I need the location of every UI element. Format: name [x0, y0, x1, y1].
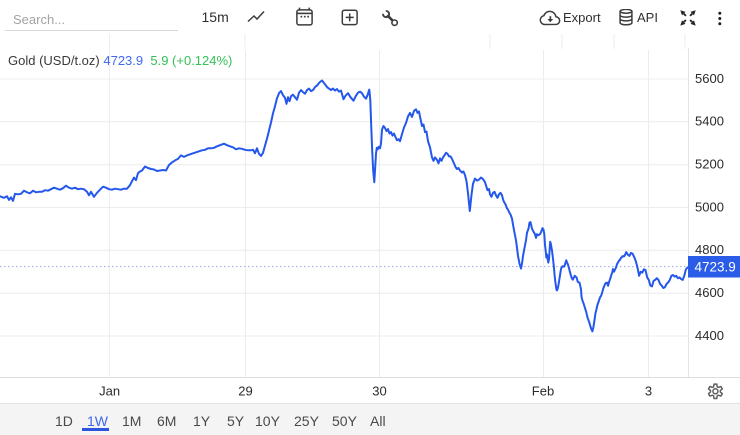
svg-text:29: 29: [238, 383, 252, 398]
svg-text:Jan: Jan: [99, 383, 120, 398]
svg-text:4800: 4800: [695, 242, 724, 257]
svg-text:4723.9: 4723.9: [695, 260, 736, 275]
svg-text:5400: 5400: [695, 114, 724, 129]
svg-text:4600: 4600: [695, 285, 724, 300]
svg-text:30: 30: [372, 383, 386, 398]
svg-text:5600: 5600: [695, 71, 724, 86]
svg-text:5000: 5000: [695, 199, 724, 214]
svg-text:5200: 5200: [695, 157, 724, 172]
svg-text:4400: 4400: [695, 328, 724, 343]
svg-text:3: 3: [645, 383, 652, 398]
svg-text:Feb: Feb: [532, 383, 554, 398]
